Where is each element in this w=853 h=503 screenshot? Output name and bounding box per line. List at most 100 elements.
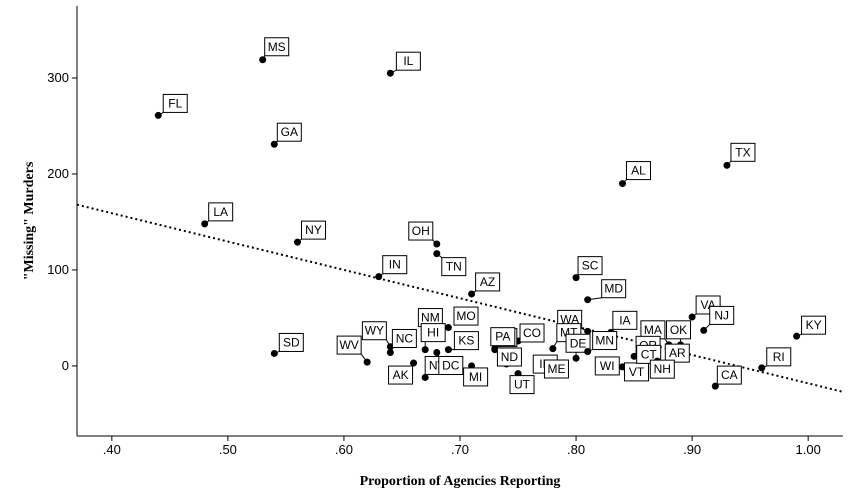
point-marker (549, 345, 557, 353)
x-tick-label: 1.00 (796, 442, 821, 457)
point-marker (386, 348, 394, 356)
point-label-box (766, 347, 792, 367)
point-nj: NJ (700, 305, 735, 334)
point-label-box (463, 367, 489, 387)
point-label: CO (523, 326, 541, 340)
point-label-box (441, 257, 467, 277)
point-label: WV (339, 338, 358, 352)
point-mi: MI (463, 362, 489, 387)
point-sd: SD (270, 332, 304, 357)
point-label-box (625, 161, 651, 181)
point-label-box (801, 315, 827, 335)
point-in: IN (375, 255, 408, 281)
fit-line (76, 203, 844, 393)
point-marker (421, 373, 429, 381)
point-label: PA (495, 330, 510, 344)
x-tick-label: .80 (567, 442, 585, 457)
point-marker (491, 345, 499, 353)
point-label-box (565, 333, 591, 353)
point-label-box (730, 142, 756, 162)
point-label: IA (619, 313, 630, 327)
point-label: OK (670, 323, 687, 337)
point-marker (433, 240, 441, 248)
point-label-box (509, 375, 535, 395)
point-marker (700, 326, 708, 334)
point-label-box (395, 51, 421, 71)
point-label-box (391, 328, 417, 348)
x-tick-label: .60 (335, 442, 353, 457)
x-tick-label: .90 (683, 442, 701, 457)
point-sc: SC (572, 256, 603, 282)
point-label-box (336, 335, 362, 355)
point-tx: TX (723, 142, 756, 169)
point-label-box (519, 323, 545, 343)
point-label-box (649, 359, 675, 379)
point-label-box (438, 355, 464, 375)
point-label-box (361, 321, 387, 341)
point-ga: GA (270, 122, 302, 148)
point-ia: IA (607, 310, 638, 336)
point-label: AZ (480, 275, 495, 289)
point-label: TX (735, 145, 750, 159)
point-label-box (408, 221, 434, 241)
point-marker (410, 359, 418, 367)
point-fl: FL (154, 93, 188, 119)
point-me: ME (543, 359, 569, 379)
point-marker (375, 273, 383, 281)
point-marker (618, 180, 626, 188)
point-label: WI (600, 359, 615, 373)
point-label-box (453, 331, 479, 351)
point-label: MI (469, 370, 482, 384)
point-ri: RI (758, 347, 792, 372)
point-label: ND (501, 350, 519, 364)
point-label: NM (421, 311, 440, 325)
point-label: CT (641, 347, 658, 361)
point-label-box (453, 306, 479, 326)
point-label: MS (268, 40, 286, 54)
point-nh: NH (649, 357, 675, 379)
point-label: DC (442, 358, 460, 372)
point-marker (433, 348, 441, 356)
point-label: MO (456, 309, 475, 323)
point-ky: KY (793, 315, 827, 340)
point-label-box (276, 122, 302, 142)
point-marker (572, 274, 580, 282)
point-marker (572, 354, 580, 362)
point-ma: MA (640, 320, 673, 349)
point-md: MD (584, 279, 627, 304)
x-tick-label: .40 (103, 442, 121, 457)
point-label: MD (604, 282, 623, 296)
y-tick-label: 200 (47, 166, 69, 181)
point-label: LA (213, 205, 228, 219)
point-label-box (490, 327, 516, 347)
point-label: AR (669, 346, 686, 360)
point-label: KY (806, 318, 822, 332)
y-ticks: 0 100 200 300 (47, 70, 77, 373)
point-label: VT (629, 365, 645, 379)
point-mn: MN (584, 331, 618, 356)
point-nd: ND (496, 347, 522, 368)
point-label-box (709, 305, 735, 325)
point-label: KS (458, 334, 474, 348)
y-tick-label: 0 (62, 358, 69, 373)
point-label: NC (396, 331, 414, 345)
point-label: WY (365, 324, 384, 338)
point-ks: KS (444, 331, 479, 354)
point-marker (584, 348, 592, 356)
point-pa: PA (490, 327, 516, 353)
point-label: IN (389, 258, 401, 272)
point-marker (584, 327, 592, 335)
point-ut: UT (509, 370, 535, 395)
point-label-box (666, 320, 692, 340)
point-label-box (475, 272, 501, 292)
point-label: GA (281, 125, 298, 139)
point-marker (259, 56, 267, 64)
point-label: ME (547, 362, 565, 376)
point-marker (444, 346, 452, 354)
point-ca: CA (711, 365, 742, 390)
point-hi: HI (420, 323, 446, 354)
point-az: AZ (468, 272, 501, 298)
point-marker (154, 111, 162, 119)
x-ticks: .40 .50 .60 .70 .80 .90 1.00 (103, 436, 821, 457)
